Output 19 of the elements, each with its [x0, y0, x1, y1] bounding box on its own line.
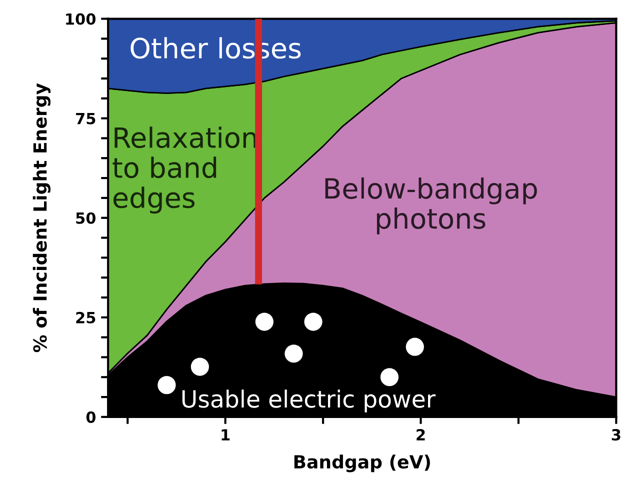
y-tick-label: 0: [86, 411, 96, 423]
annotation: Below-bandgap photons: [325, 177, 537, 234]
x-tick-label: 3: [612, 429, 620, 441]
y-tick-label: 75: [76, 112, 96, 124]
point: [406, 338, 424, 356]
point: [284, 344, 303, 363]
point: [304, 312, 322, 331]
x-tick-label: 2: [416, 429, 425, 440]
y-tick-label: 25: [76, 312, 96, 324]
point: [380, 368, 399, 386]
point: [158, 376, 176, 394]
point: [255, 312, 274, 331]
x-axis-title: Bandgap (eV): [294, 454, 430, 472]
annotation: Usable electric power: [182, 390, 436, 412]
y-tick-label: 100: [66, 13, 96, 25]
y-tick-label: 50: [76, 212, 96, 224]
y-axis-title: % of Incident Light Energy: [32, 83, 50, 352]
x-tick-label: 1: [222, 429, 230, 440]
point: [190, 358, 209, 376]
